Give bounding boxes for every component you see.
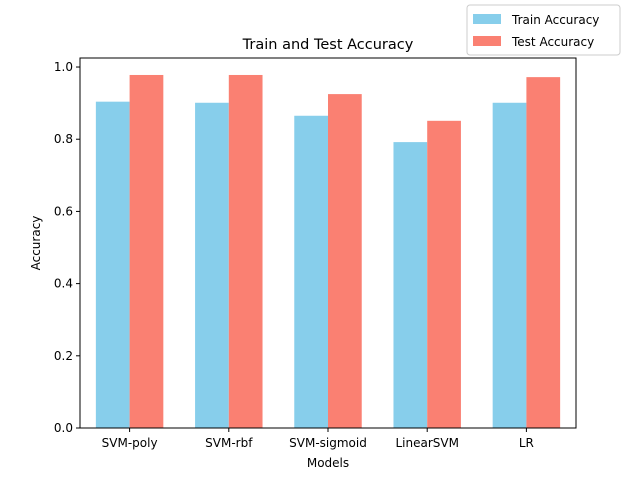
chart-title: Train and Test Accuracy xyxy=(242,37,414,53)
bar-test-1 xyxy=(228,74,263,428)
bar-test-0 xyxy=(129,74,164,428)
bar-train-4 xyxy=(492,102,527,428)
x-tick-label: SVM-poly xyxy=(102,436,158,450)
legend: Train Accuracy Test Accuracy xyxy=(466,4,621,56)
x-tick-label: LR xyxy=(519,436,534,450)
y-tick-label: 0.0 xyxy=(54,421,73,435)
bar-test-3 xyxy=(427,120,461,428)
y-tick-label: 0.4 xyxy=(54,277,73,291)
x-axis-label: Models xyxy=(307,456,349,470)
x-tick-label: LinearSVM xyxy=(395,436,458,450)
bar-train-0 xyxy=(95,101,130,429)
y-tick-label: 0.6 xyxy=(54,204,73,218)
y-axis-label: Accuracy xyxy=(29,216,43,271)
bar-test-2 xyxy=(328,94,362,428)
x-tick-label: SVM-rbf xyxy=(205,436,253,450)
y-axis: 0.0 0.2 0.4 0.6 0.8 1.0 xyxy=(54,60,80,435)
bar-test-4 xyxy=(526,77,561,428)
y-tick-label: 0.2 xyxy=(54,349,73,363)
legend-swatch-test xyxy=(473,36,501,46)
x-tick-label: SVM-sigmoid xyxy=(289,436,367,450)
legend-box xyxy=(466,4,621,56)
legend-label-test: Test Accuracy xyxy=(511,35,594,49)
x-axis: SVM-poly SVM-rbf SVM-sigmoid LinearSVM LR xyxy=(102,428,534,450)
y-tick-label: 0.8 xyxy=(54,132,73,146)
bar-train-3 xyxy=(393,142,428,429)
y-tick-label: 1.0 xyxy=(54,60,73,74)
legend-swatch-train xyxy=(473,14,501,24)
legend-label-train: Train Accuracy xyxy=(511,13,599,27)
bars-group xyxy=(95,74,561,429)
bar-train-1 xyxy=(195,102,229,428)
bar-train-2 xyxy=(294,115,328,428)
